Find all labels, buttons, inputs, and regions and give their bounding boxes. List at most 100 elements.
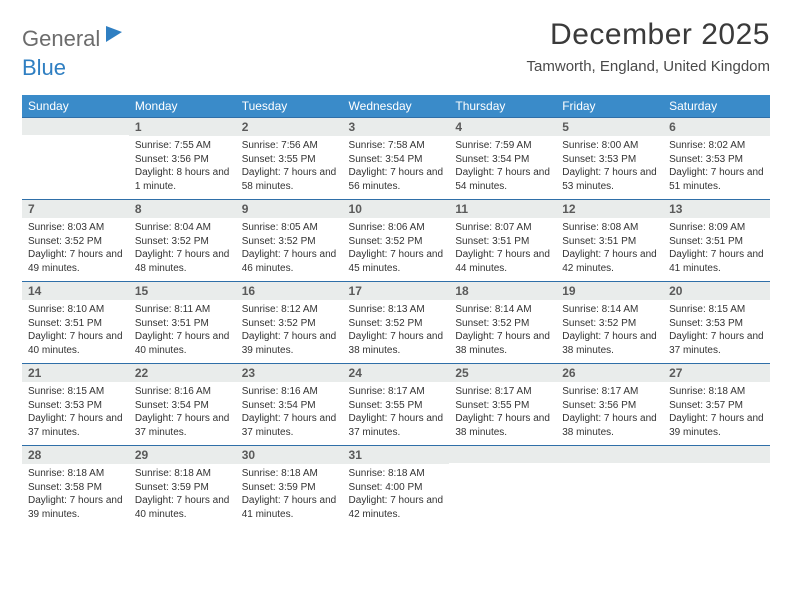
day-data: Sunrise: 8:14 AMSunset: 3:52 PMDaylight:… [556, 300, 663, 363]
daylight-line: Daylight: 7 hours and 45 minutes. [349, 248, 444, 275]
day-number: 31 [343, 446, 450, 464]
sunrise-line: Sunrise: 8:18 AM [349, 467, 444, 481]
sunrise-line: Sunrise: 7:58 AM [349, 139, 444, 153]
sunset-line: Sunset: 3:55 PM [349, 399, 444, 413]
sunset-line: Sunset: 3:53 PM [562, 153, 657, 167]
sunrise-line: Sunrise: 8:11 AM [135, 303, 230, 317]
daylight-line: Daylight: 7 hours and 46 minutes. [242, 248, 337, 275]
logo: General [22, 26, 122, 52]
day-data: Sunrise: 7:59 AMSunset: 3:54 PMDaylight:… [449, 136, 556, 199]
day-data: Sunrise: 8:02 AMSunset: 3:53 PMDaylight:… [663, 136, 770, 199]
calendar-cell: 5Sunrise: 8:00 AMSunset: 3:53 PMDaylight… [556, 118, 663, 200]
weekday-header: Monday [129, 95, 236, 118]
daylight-line: Daylight: 7 hours and 38 minutes. [562, 412, 657, 439]
day-data: Sunrise: 8:15 AMSunset: 3:53 PMDaylight:… [22, 382, 129, 445]
calendar-cell: 18Sunrise: 8:14 AMSunset: 3:52 PMDayligh… [449, 282, 556, 364]
daylight-line: Daylight: 7 hours and 41 minutes. [669, 248, 764, 275]
day-data: Sunrise: 8:06 AMSunset: 3:52 PMDaylight:… [343, 218, 450, 281]
sunrise-line: Sunrise: 8:02 AM [669, 139, 764, 153]
sunrise-line: Sunrise: 8:08 AM [562, 221, 657, 235]
empty-day [663, 446, 770, 463]
sunrise-line: Sunrise: 8:18 AM [242, 467, 337, 481]
sunrise-line: Sunrise: 8:17 AM [349, 385, 444, 399]
weekday-header: Saturday [663, 95, 770, 118]
sunset-line: Sunset: 3:55 PM [455, 399, 550, 413]
calendar-cell: 11Sunrise: 8:07 AMSunset: 3:51 PMDayligh… [449, 200, 556, 282]
day-number: 21 [22, 364, 129, 382]
sunset-line: Sunset: 3:51 PM [135, 317, 230, 331]
day-number: 4 [449, 118, 556, 136]
sunset-line: Sunset: 3:57 PM [669, 399, 764, 413]
calendar-cell: 6Sunrise: 8:02 AMSunset: 3:53 PMDaylight… [663, 118, 770, 200]
calendar-cell: 25Sunrise: 8:17 AMSunset: 3:55 PMDayligh… [449, 364, 556, 446]
calendar-cell: 9Sunrise: 8:05 AMSunset: 3:52 PMDaylight… [236, 200, 343, 282]
day-data: Sunrise: 8:14 AMSunset: 3:52 PMDaylight:… [449, 300, 556, 363]
empty-day [556, 446, 663, 463]
day-number: 25 [449, 364, 556, 382]
sunset-line: Sunset: 3:59 PM [242, 481, 337, 495]
day-number: 9 [236, 200, 343, 218]
day-data: Sunrise: 8:13 AMSunset: 3:52 PMDaylight:… [343, 300, 450, 363]
calendar-cell: 13Sunrise: 8:09 AMSunset: 3:51 PMDayligh… [663, 200, 770, 282]
day-number: 3 [343, 118, 450, 136]
calendar-cell: 3Sunrise: 7:58 AMSunset: 3:54 PMDaylight… [343, 118, 450, 200]
weekday-header: Sunday [22, 95, 129, 118]
sunset-line: Sunset: 3:52 PM [455, 317, 550, 331]
calendar-cell: 14Sunrise: 8:10 AMSunset: 3:51 PMDayligh… [22, 282, 129, 364]
daylight-line: Daylight: 7 hours and 42 minutes. [349, 494, 444, 521]
calendar-cell [663, 446, 770, 528]
sunrise-line: Sunrise: 8:03 AM [28, 221, 123, 235]
day-data: Sunrise: 7:56 AMSunset: 3:55 PMDaylight:… [236, 136, 343, 199]
sunset-line: Sunset: 3:52 PM [28, 235, 123, 249]
sunset-line: Sunset: 3:52 PM [242, 317, 337, 331]
day-number: 18 [449, 282, 556, 300]
sunset-line: Sunset: 3:52 PM [349, 317, 444, 331]
sunrise-line: Sunrise: 7:55 AM [135, 139, 230, 153]
day-number: 15 [129, 282, 236, 300]
daylight-line: Daylight: 7 hours and 38 minutes. [562, 330, 657, 357]
daylight-line: Daylight: 7 hours and 54 minutes. [455, 166, 550, 193]
page-title: December 2025 [527, 18, 770, 52]
sunrise-line: Sunrise: 8:07 AM [455, 221, 550, 235]
location-subtitle: Tamworth, England, United Kingdom [527, 58, 770, 75]
sunrise-line: Sunrise: 8:10 AM [28, 303, 123, 317]
day-number: 28 [22, 446, 129, 464]
day-number: 19 [556, 282, 663, 300]
calendar-cell: 26Sunrise: 8:17 AMSunset: 3:56 PMDayligh… [556, 364, 663, 446]
sunset-line: Sunset: 3:53 PM [28, 399, 123, 413]
day-data: Sunrise: 8:10 AMSunset: 3:51 PMDaylight:… [22, 300, 129, 363]
day-number: 23 [236, 364, 343, 382]
daylight-line: Daylight: 7 hours and 37 minutes. [135, 412, 230, 439]
daylight-line: Daylight: 7 hours and 51 minutes. [669, 166, 764, 193]
day-data: Sunrise: 8:18 AMSunset: 3:57 PMDaylight:… [663, 382, 770, 445]
sunset-line: Sunset: 3:58 PM [28, 481, 123, 495]
day-number: 8 [129, 200, 236, 218]
daylight-line: Daylight: 7 hours and 40 minutes. [135, 494, 230, 521]
day-data: Sunrise: 7:55 AMSunset: 3:56 PMDaylight:… [129, 136, 236, 199]
day-data: Sunrise: 8:07 AMSunset: 3:51 PMDaylight:… [449, 218, 556, 281]
day-number: 30 [236, 446, 343, 464]
day-data: Sunrise: 8:08 AMSunset: 3:51 PMDaylight:… [556, 218, 663, 281]
calendar-cell: 7Sunrise: 8:03 AMSunset: 3:52 PMDaylight… [22, 200, 129, 282]
day-number: 2 [236, 118, 343, 136]
sunset-line: Sunset: 3:56 PM [562, 399, 657, 413]
day-data: Sunrise: 8:18 AMSunset: 3:59 PMDaylight:… [236, 464, 343, 527]
daylight-line: Daylight: 7 hours and 58 minutes. [242, 166, 337, 193]
daylight-line: Daylight: 7 hours and 40 minutes. [28, 330, 123, 357]
calendar-week-row: 1Sunrise: 7:55 AMSunset: 3:56 PMDaylight… [22, 118, 770, 200]
day-data: Sunrise: 7:58 AMSunset: 3:54 PMDaylight:… [343, 136, 450, 199]
calendar-cell [22, 118, 129, 200]
logo-text-blue: Blue [22, 55, 66, 80]
sunrise-line: Sunrise: 7:56 AM [242, 139, 337, 153]
calendar-cell: 15Sunrise: 8:11 AMSunset: 3:51 PMDayligh… [129, 282, 236, 364]
sunset-line: Sunset: 3:55 PM [242, 153, 337, 167]
weekday-header: Wednesday [343, 95, 450, 118]
sunrise-line: Sunrise: 8:15 AM [669, 303, 764, 317]
day-data: Sunrise: 8:09 AMSunset: 3:51 PMDaylight:… [663, 218, 770, 281]
daylight-line: Daylight: 7 hours and 38 minutes. [455, 412, 550, 439]
day-data: Sunrise: 8:05 AMSunset: 3:52 PMDaylight:… [236, 218, 343, 281]
day-data: Sunrise: 8:04 AMSunset: 3:52 PMDaylight:… [129, 218, 236, 281]
daylight-line: Daylight: 7 hours and 42 minutes. [562, 248, 657, 275]
daylight-line: Daylight: 7 hours and 41 minutes. [242, 494, 337, 521]
sunrise-line: Sunrise: 7:59 AM [455, 139, 550, 153]
